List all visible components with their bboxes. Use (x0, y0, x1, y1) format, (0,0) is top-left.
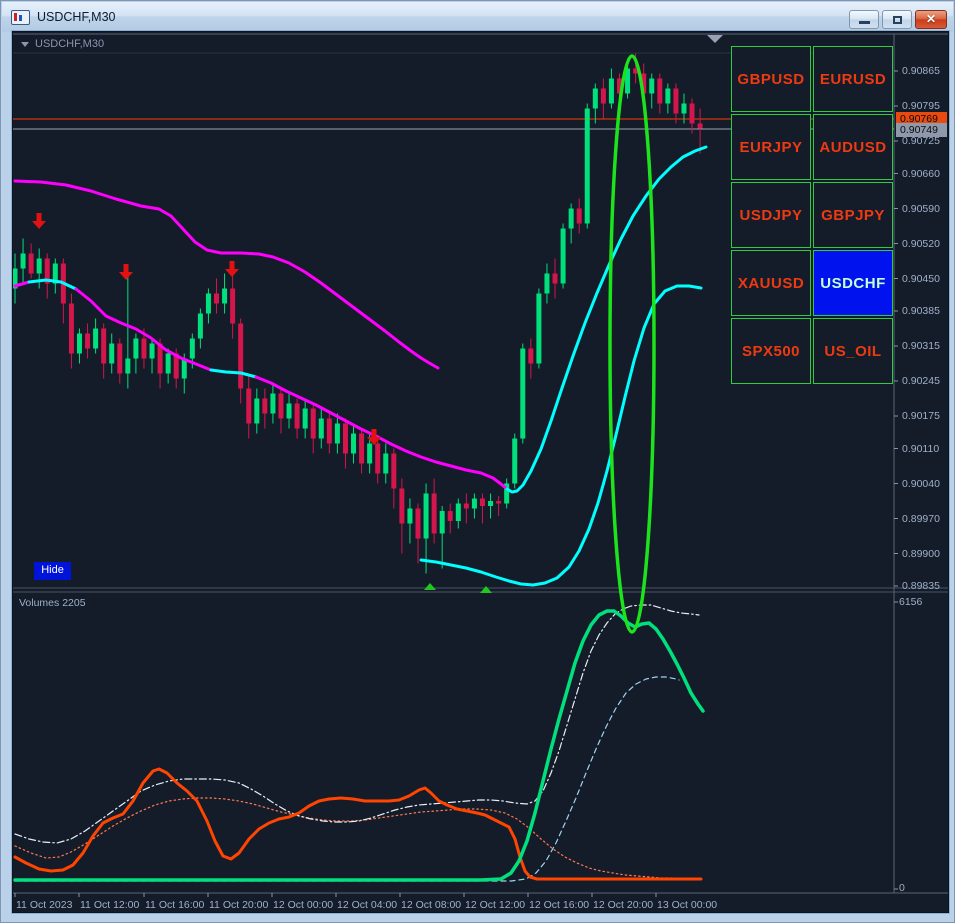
fast-band-line (74, 287, 213, 372)
ask-price-tag: 0.90749 (896, 123, 947, 137)
volume-white-dashdot-line (14, 604, 700, 844)
hide-button[interactable]: Hide (34, 562, 71, 580)
price-axis-label: 0.90315 (902, 340, 940, 352)
candlestick-chart (13, 33, 948, 897)
price-axis-label: 0.89900 (902, 547, 940, 560)
fast-band-cyan-segment (27, 278, 78, 291)
scroll-marker-icon[interactable] (707, 35, 723, 43)
time-axis-label: 12 Oct 04:00 (337, 899, 398, 911)
fast-band-cyan-segment (209, 368, 258, 379)
time-axis-label: 11 Oct 20:00 (209, 899, 269, 911)
price-axis-label: 0.90660 (902, 167, 940, 180)
price-axis-label: 0.90450 (902, 272, 940, 285)
time-axis-label: 11 Oct 2023 (16, 899, 73, 911)
window-title: USDCHF,M30 (37, 10, 116, 24)
price-axis-label: 0.90040 (902, 477, 940, 490)
upper-band-line (13, 179, 440, 370)
price-axis-label: 0.89835 (902, 580, 940, 592)
sell-arrow-icon (119, 264, 133, 280)
candles (13, 53, 703, 574)
watchlist-symbol-spx500[interactable]: SPX500 (731, 318, 811, 384)
price-axis-label: 0.90110 (902, 442, 940, 455)
price-axis-label: 0.90385 (902, 305, 940, 317)
close-icon: ✕ (925, 12, 937, 26)
price-axis-label: 0.90520 (902, 237, 940, 250)
watchlist-symbol-eurusd[interactable]: EURUSD (813, 46, 893, 112)
volume-blue-dashed-line (14, 676, 680, 882)
close-button[interactable]: ✕ (915, 10, 947, 29)
chart-symbol-label: USDCHF,M30 (35, 38, 105, 50)
slow-band-line (419, 284, 703, 587)
time-axis-label: 12 Oct 08:00 (401, 899, 462, 911)
time-axis-label: 11 Oct 12:00 (80, 899, 140, 911)
watchlist-symbol-us_oil[interactable]: US_OIL (813, 318, 893, 384)
minimize-icon (859, 21, 870, 24)
sell-arrow-icon (225, 261, 239, 277)
watchlist-symbol-gbpusd[interactable]: GBPUSD (731, 46, 811, 112)
time-axis-label: 12 Oct 20:00 (593, 899, 654, 911)
volumes-line (13, 609, 705, 882)
fast-band-line (13, 280, 31, 288)
watchlist-symbol-usdjpy[interactable]: USDJPY (731, 182, 811, 248)
time-axis-label: 13 Oct 00:00 (657, 899, 718, 911)
time-axis-label: 12 Oct 00:00 (273, 899, 334, 911)
title-bar[interactable]: USDCHF,M30 ✕ (2, 2, 953, 32)
symbol-watchlist: GBPUSD EURUSD EURJPY AUDUSD USDJPY GBPJPY XAUU… (731, 46, 893, 384)
fast-band-line (254, 375, 509, 491)
chart-symbol-header[interactable]: USDCHF,M30 (21, 38, 104, 50)
volume-orange-dotted-line (14, 797, 674, 879)
fast-band-cyan-segment (505, 145, 708, 494)
watchlist-symbol-usdchf[interactable]: USDCHF (813, 250, 893, 316)
time-axis-label: 11 Oct 16:00 (145, 899, 205, 911)
time-axis-label: 12 Oct 16:00 (529, 899, 590, 911)
restore-icon (893, 16, 902, 24)
chevron-down-icon (21, 41, 29, 47)
chart-icon (11, 9, 30, 25)
price-axis-label: 0.90865 (902, 65, 940, 77)
watchlist-symbol-audusd[interactable]: AUDUSD (813, 114, 893, 180)
sell-arrow-icon (32, 213, 46, 229)
bid-price-tag: 0.90769 (896, 112, 947, 126)
buy-triangle-icon (480, 586, 492, 593)
price-axis-label: 0.90725 (902, 135, 940, 147)
sell-arrow-icon (367, 429, 381, 445)
price-axis-label: 0.90590 (902, 202, 940, 215)
volume-scale-min-label: 0 (899, 882, 905, 894)
watchlist-symbol-eurjpy[interactable]: EURJPY (731, 114, 811, 180)
volume-indicator-label: Volumes 2205 (19, 597, 86, 609)
minimize-button[interactable] (849, 10, 879, 29)
rally-ellipse-annotation (608, 54, 656, 634)
price-axis-label: 0.89970 (902, 512, 940, 525)
volume-scale-max-label: 6156 (899, 596, 923, 608)
price-axis-label: 0.90795 (902, 100, 940, 112)
watchlist-symbol-gbpjpy[interactable]: GBPJPY (813, 182, 893, 248)
price-axis-label: 0.90175 (902, 410, 940, 422)
volume-orange-line (13, 767, 703, 881)
time-axis-label: 12 Oct 12:00 (465, 899, 526, 911)
buy-triangle-icon (424, 583, 436, 590)
watchlist-symbol-xauusd[interactable]: XAUUSD (731, 250, 811, 316)
price-axis-label: 0.90245 (902, 375, 940, 387)
restore-button[interactable] (882, 10, 912, 29)
